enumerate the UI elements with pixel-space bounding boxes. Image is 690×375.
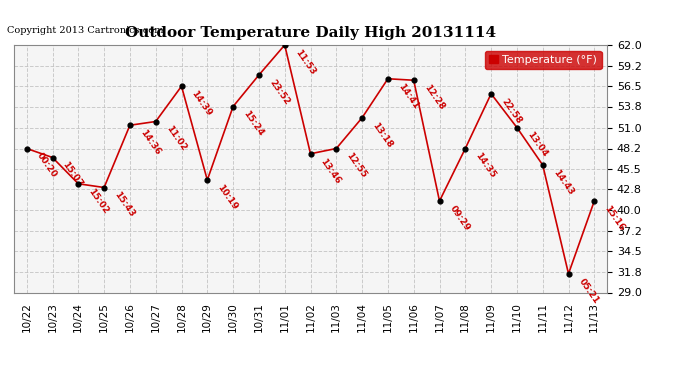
Point xyxy=(382,76,393,82)
Point xyxy=(357,115,368,121)
Point xyxy=(589,198,600,204)
Text: 15:16: 15:16 xyxy=(602,204,627,232)
Text: 22:58: 22:58 xyxy=(500,96,523,125)
Point xyxy=(279,42,290,48)
Point xyxy=(176,83,187,89)
Text: Copyright 2013 Cartronics.com: Copyright 2013 Cartronics.com xyxy=(7,26,164,35)
Text: 15:02: 15:02 xyxy=(87,186,110,215)
Point xyxy=(150,118,161,124)
Point xyxy=(305,151,316,157)
Point xyxy=(124,122,135,128)
Point xyxy=(201,177,213,183)
Legend: Temperature (°F): Temperature (°F) xyxy=(484,51,602,69)
Text: 11:02: 11:02 xyxy=(164,124,188,153)
Point xyxy=(331,146,342,152)
Text: 13:04: 13:04 xyxy=(525,130,549,159)
Point xyxy=(563,271,574,277)
Text: 13:18: 13:18 xyxy=(371,120,394,149)
Text: 05:21: 05:21 xyxy=(577,276,600,305)
Title: Outdoor Temperature Daily High 20131114: Outdoor Temperature Daily High 20131114 xyxy=(125,26,496,40)
Text: 00:20: 00:20 xyxy=(35,151,59,180)
Point xyxy=(47,154,58,160)
Text: 12:28: 12:28 xyxy=(422,83,446,112)
Text: 11:53: 11:53 xyxy=(293,48,317,76)
Point xyxy=(460,146,471,152)
Text: 15:07: 15:07 xyxy=(61,160,85,189)
Point xyxy=(99,184,110,190)
Text: 14:35: 14:35 xyxy=(473,151,497,180)
Text: 10:19: 10:19 xyxy=(216,183,239,212)
Text: 13:46: 13:46 xyxy=(319,156,343,185)
Text: 14:39: 14:39 xyxy=(190,89,214,118)
Text: 14:36: 14:36 xyxy=(138,128,162,157)
Text: 14:43: 14:43 xyxy=(551,168,575,196)
Point xyxy=(434,198,445,204)
Point xyxy=(408,77,420,83)
Point xyxy=(511,124,522,130)
Point xyxy=(21,146,32,152)
Point xyxy=(486,91,497,97)
Point xyxy=(253,72,264,78)
Text: 15:24: 15:24 xyxy=(241,109,265,138)
Text: 15:43: 15:43 xyxy=(112,190,137,219)
Point xyxy=(72,181,83,187)
Point xyxy=(228,104,239,110)
Text: 09:29: 09:29 xyxy=(448,204,472,232)
Text: 14:41: 14:41 xyxy=(396,81,420,110)
Text: 23:52: 23:52 xyxy=(267,78,291,106)
Point xyxy=(538,162,549,168)
Text: 12:55: 12:55 xyxy=(344,151,368,180)
